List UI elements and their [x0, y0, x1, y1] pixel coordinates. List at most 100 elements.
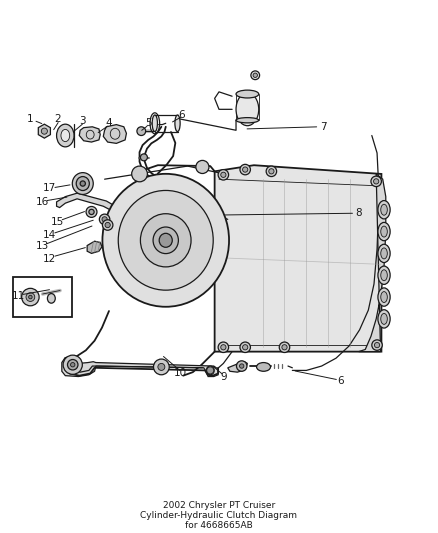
Circle shape [218, 169, 229, 180]
Circle shape [221, 345, 226, 350]
Circle shape [102, 217, 107, 222]
Ellipse shape [378, 266, 390, 285]
Polygon shape [359, 174, 386, 352]
Text: 3: 3 [79, 116, 86, 126]
Text: 2002 Chrysler PT Cruiser
Cylinder-Hydraulic Clutch Diagram
for 4668665AB: 2002 Chrysler PT Cruiser Cylinder-Hydrau… [141, 500, 297, 530]
Polygon shape [215, 165, 381, 352]
Text: 12: 12 [43, 254, 56, 264]
Circle shape [221, 172, 226, 177]
Circle shape [251, 71, 260, 79]
Text: 6: 6 [337, 376, 344, 386]
Circle shape [158, 364, 165, 370]
Circle shape [163, 175, 172, 183]
Circle shape [153, 359, 169, 375]
Text: 2: 2 [54, 114, 61, 124]
Ellipse shape [378, 310, 390, 328]
Circle shape [374, 343, 380, 348]
Ellipse shape [381, 313, 387, 325]
Text: 14: 14 [43, 230, 56, 240]
Circle shape [28, 295, 32, 299]
Circle shape [211, 212, 218, 219]
Text: 1: 1 [27, 114, 34, 124]
Ellipse shape [378, 222, 390, 241]
Circle shape [207, 367, 214, 374]
Text: 6: 6 [179, 110, 185, 119]
Circle shape [26, 293, 35, 302]
Text: 5: 5 [145, 118, 152, 128]
Circle shape [132, 166, 148, 182]
Circle shape [243, 345, 248, 350]
Polygon shape [62, 357, 218, 376]
Circle shape [269, 169, 274, 174]
Circle shape [371, 176, 381, 187]
Circle shape [253, 73, 258, 77]
Ellipse shape [102, 174, 229, 307]
Circle shape [63, 355, 82, 374]
Circle shape [137, 127, 146, 135]
Text: 15: 15 [51, 217, 64, 227]
Ellipse shape [76, 176, 89, 190]
Polygon shape [57, 193, 118, 212]
Ellipse shape [153, 227, 178, 254]
Ellipse shape [236, 90, 259, 98]
Ellipse shape [381, 292, 387, 303]
Text: 8: 8 [355, 208, 362, 218]
Ellipse shape [118, 190, 213, 290]
Polygon shape [87, 241, 102, 253]
Ellipse shape [236, 118, 259, 123]
Circle shape [141, 154, 148, 161]
Circle shape [99, 214, 110, 224]
Text: 11: 11 [11, 291, 25, 301]
Circle shape [102, 220, 113, 230]
Circle shape [218, 342, 229, 352]
Circle shape [240, 342, 251, 352]
Ellipse shape [257, 362, 271, 372]
Ellipse shape [80, 181, 85, 186]
Circle shape [237, 361, 247, 372]
Bar [13, 277, 72, 317]
Text: 9: 9 [220, 372, 227, 382]
Text: 13: 13 [35, 240, 49, 251]
Polygon shape [79, 127, 100, 142]
Ellipse shape [61, 130, 70, 142]
Text: 4: 4 [106, 118, 112, 128]
Ellipse shape [378, 288, 390, 306]
Ellipse shape [141, 214, 191, 267]
Circle shape [282, 345, 287, 350]
Circle shape [41, 128, 47, 134]
Ellipse shape [381, 226, 387, 237]
Ellipse shape [47, 294, 55, 303]
Ellipse shape [236, 93, 259, 126]
Polygon shape [103, 125, 127, 143]
Text: 16: 16 [35, 197, 49, 207]
Circle shape [279, 342, 290, 352]
Polygon shape [38, 124, 50, 138]
Ellipse shape [152, 115, 157, 132]
Circle shape [243, 167, 248, 172]
Ellipse shape [72, 173, 93, 195]
Circle shape [372, 340, 382, 350]
Ellipse shape [159, 233, 172, 247]
Circle shape [374, 179, 379, 184]
Circle shape [196, 160, 209, 174]
Ellipse shape [175, 115, 180, 132]
Ellipse shape [378, 200, 390, 219]
Ellipse shape [86, 206, 97, 217]
Ellipse shape [381, 270, 387, 281]
Circle shape [266, 166, 277, 176]
Polygon shape [228, 362, 247, 372]
Ellipse shape [378, 244, 390, 263]
Ellipse shape [57, 124, 74, 147]
Text: 17: 17 [43, 183, 56, 193]
Circle shape [105, 222, 110, 228]
Ellipse shape [381, 248, 387, 259]
Circle shape [21, 288, 39, 306]
Circle shape [71, 362, 75, 367]
Text: 10: 10 [174, 368, 187, 378]
Ellipse shape [206, 366, 214, 375]
Ellipse shape [381, 204, 387, 215]
Circle shape [240, 164, 251, 175]
Circle shape [240, 364, 244, 368]
Circle shape [67, 359, 78, 370]
Text: 7: 7 [321, 122, 327, 132]
